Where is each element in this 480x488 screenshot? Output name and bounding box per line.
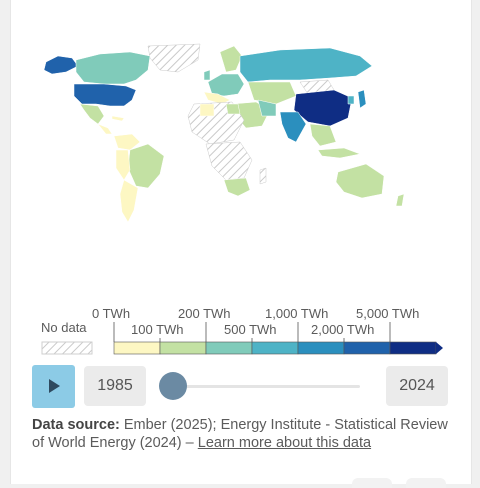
legend-tick-label: 200 TWh [178, 306, 231, 321]
play-button[interactable] [32, 365, 75, 408]
country-india[interactable] [279, 111, 307, 143]
region-scandinavia[interactable] [219, 45, 243, 73]
legend-no-data-label: No data [41, 320, 87, 335]
legend-bin[interactable] [297, 341, 345, 355]
legend-tick-label: 0 TWh [92, 306, 130, 321]
footer-button-peek[interactable] [406, 478, 446, 488]
country-greenland[interactable] [147, 43, 201, 73]
legend-tick-label: 2,000 TWh [311, 322, 374, 337]
country-australia[interactable] [335, 163, 385, 199]
country-usa[interactable] [73, 83, 137, 107]
start-year-button[interactable]: 1985 [84, 366, 146, 406]
data-source-text: Ember (2025); Energy Institute - Statist… [32, 417, 448, 451]
legend-tick-label: 5,000 TWh [356, 306, 419, 321]
timeline-slider-handle[interactable] [159, 372, 187, 400]
legend-ticks [113, 322, 391, 342]
legend-bin[interactable] [113, 341, 161, 355]
timeline-track[interactable] [172, 385, 360, 388]
legend-no-data-swatch [41, 341, 93, 355]
region-egypt[interactable] [225, 103, 241, 115]
data-source-label: Data source: [32, 417, 120, 433]
country-japan[interactable] [357, 89, 367, 109]
region-central-asia[interactable] [247, 81, 297, 105]
region-southern-cone[interactable] [119, 179, 139, 223]
country-korea[interactable] [347, 95, 355, 105]
legend-bottom-labels: 100 TWh 500 TWh 2,000 TWh [131, 322, 374, 337]
country-colombia-venezuela[interactable] [113, 133, 141, 151]
legend-bin[interactable] [251, 341, 299, 355]
country-russia[interactable] [239, 47, 373, 83]
data-source-note: Data source: Ember (2025); Energy Instit… [32, 416, 452, 452]
region-caribbean[interactable] [111, 115, 125, 122]
country-iran[interactable] [257, 99, 277, 117]
map-legend: No data 0 TWh 200 TWh 1,000 TWh 5,000 TW… [41, 306, 443, 355]
country-madagascar[interactable] [259, 167, 267, 185]
country-alaska[interactable] [43, 55, 79, 75]
play-icon [49, 379, 60, 393]
end-year-button[interactable]: 2024 [386, 366, 448, 406]
legend-tick-label: 500 TWh [224, 322, 277, 337]
legend-color-bins [113, 341, 443, 355]
region-central-america[interactable] [97, 123, 113, 135]
region-algeria[interactable] [199, 103, 215, 117]
legend-top-labels: 0 TWh 200 TWh 1,000 TWh 5,000 TWh [92, 306, 419, 321]
legend-tick-label: 100 TWh [131, 322, 184, 337]
legend-arrow-tip [436, 342, 443, 354]
country-canada[interactable] [75, 51, 151, 85]
world-map [43, 43, 405, 223]
region-southern-europe[interactable] [203, 91, 231, 105]
legend-bin[interactable] [343, 341, 391, 355]
footer-button-peek[interactable] [352, 478, 392, 488]
region-southern-africa[interactable] [223, 177, 251, 197]
region-southeast-asia[interactable] [309, 123, 337, 147]
legend-tick-label: 1,000 TWh [265, 306, 328, 321]
region-andes[interactable] [115, 149, 131, 181]
legend-bin[interactable] [159, 341, 207, 355]
learn-more-link[interactable]: Learn more about this data [197, 435, 372, 451]
country-indonesia[interactable] [317, 147, 361, 159]
country-new-zealand[interactable] [395, 193, 405, 207]
legend-bin[interactable] [389, 341, 437, 355]
legend-bin[interactable] [205, 341, 253, 355]
country-uk[interactable] [203, 69, 211, 81]
